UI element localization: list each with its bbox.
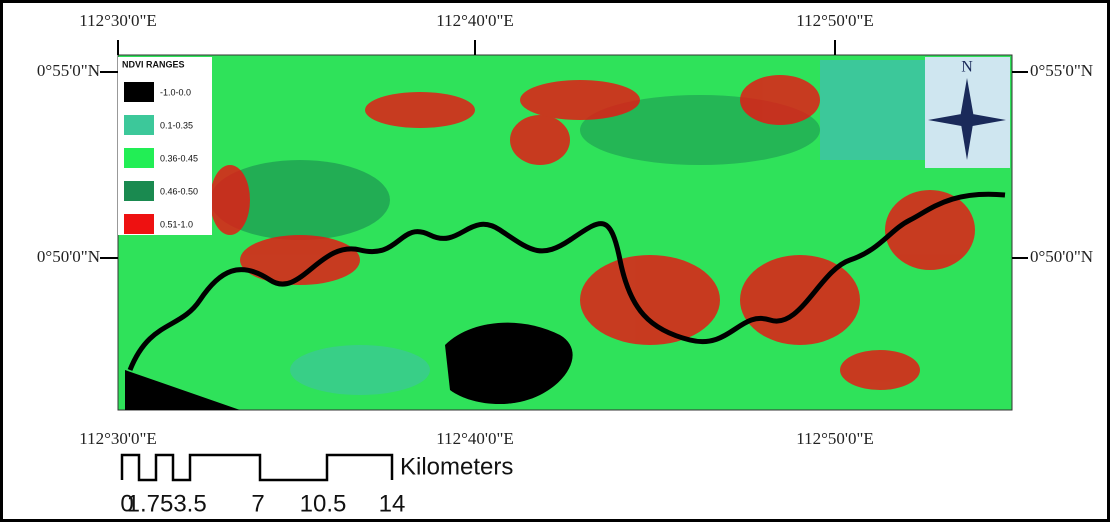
scale-label: 10.5 xyxy=(300,490,347,517)
legend: NDVI RANGES -1.0-0.0 0.1-0.35 0.36-0.45 0.4… xyxy=(118,57,212,235)
legend-swatch xyxy=(124,148,154,168)
vegetation-patch xyxy=(820,60,925,160)
legend-label: 0.36-0.45 xyxy=(160,153,198,163)
top-coord-label: 112°30'0"E xyxy=(79,11,157,30)
legend-label: 0.1-0.35 xyxy=(160,120,193,130)
north-label: N xyxy=(961,59,973,76)
legend-swatch xyxy=(124,82,154,102)
scale-label: 1.75 xyxy=(127,490,174,517)
legend-label: 0.51-1.0 xyxy=(160,219,193,229)
scale-label: 7 xyxy=(251,490,264,517)
legend-title: NDVI RANGES xyxy=(122,59,185,69)
scale-unit: Kilometers xyxy=(400,453,513,480)
bottom-coord-label: 112°30'0"E xyxy=(79,429,157,448)
top-coord-label: 112°50'0"E xyxy=(796,11,874,30)
left-coord-label: 0°50'0"N xyxy=(37,247,100,266)
legend-swatch xyxy=(124,181,154,201)
bottom-coord-label: 112°40'0"E xyxy=(436,429,514,448)
legend-label: 0.46-0.50 xyxy=(160,186,198,196)
vegetation-patch xyxy=(290,345,430,395)
left-coord-label: 0°55'0"N xyxy=(37,61,100,80)
north-arrow: N xyxy=(925,57,1010,168)
legend-swatch xyxy=(124,115,154,135)
map-figure: NDVI RANGES -1.0-0.0 0.1-0.35 0.36-0.45 0.4… xyxy=(0,0,1110,522)
right-coord-label: 0°50'0"N xyxy=(1030,247,1093,266)
scale-label: 14 xyxy=(379,490,406,517)
right-coord-label: 0°55'0"N xyxy=(1030,61,1093,80)
legend-swatch xyxy=(124,214,154,234)
map-area xyxy=(118,55,1012,410)
scale-label: 3.5 xyxy=(173,490,206,517)
legend-label: -1.0-0.0 xyxy=(160,87,191,97)
top-coord-label: 112°40'0"E xyxy=(436,11,514,30)
bottom-coord-label: 112°50'0"E xyxy=(796,429,874,448)
